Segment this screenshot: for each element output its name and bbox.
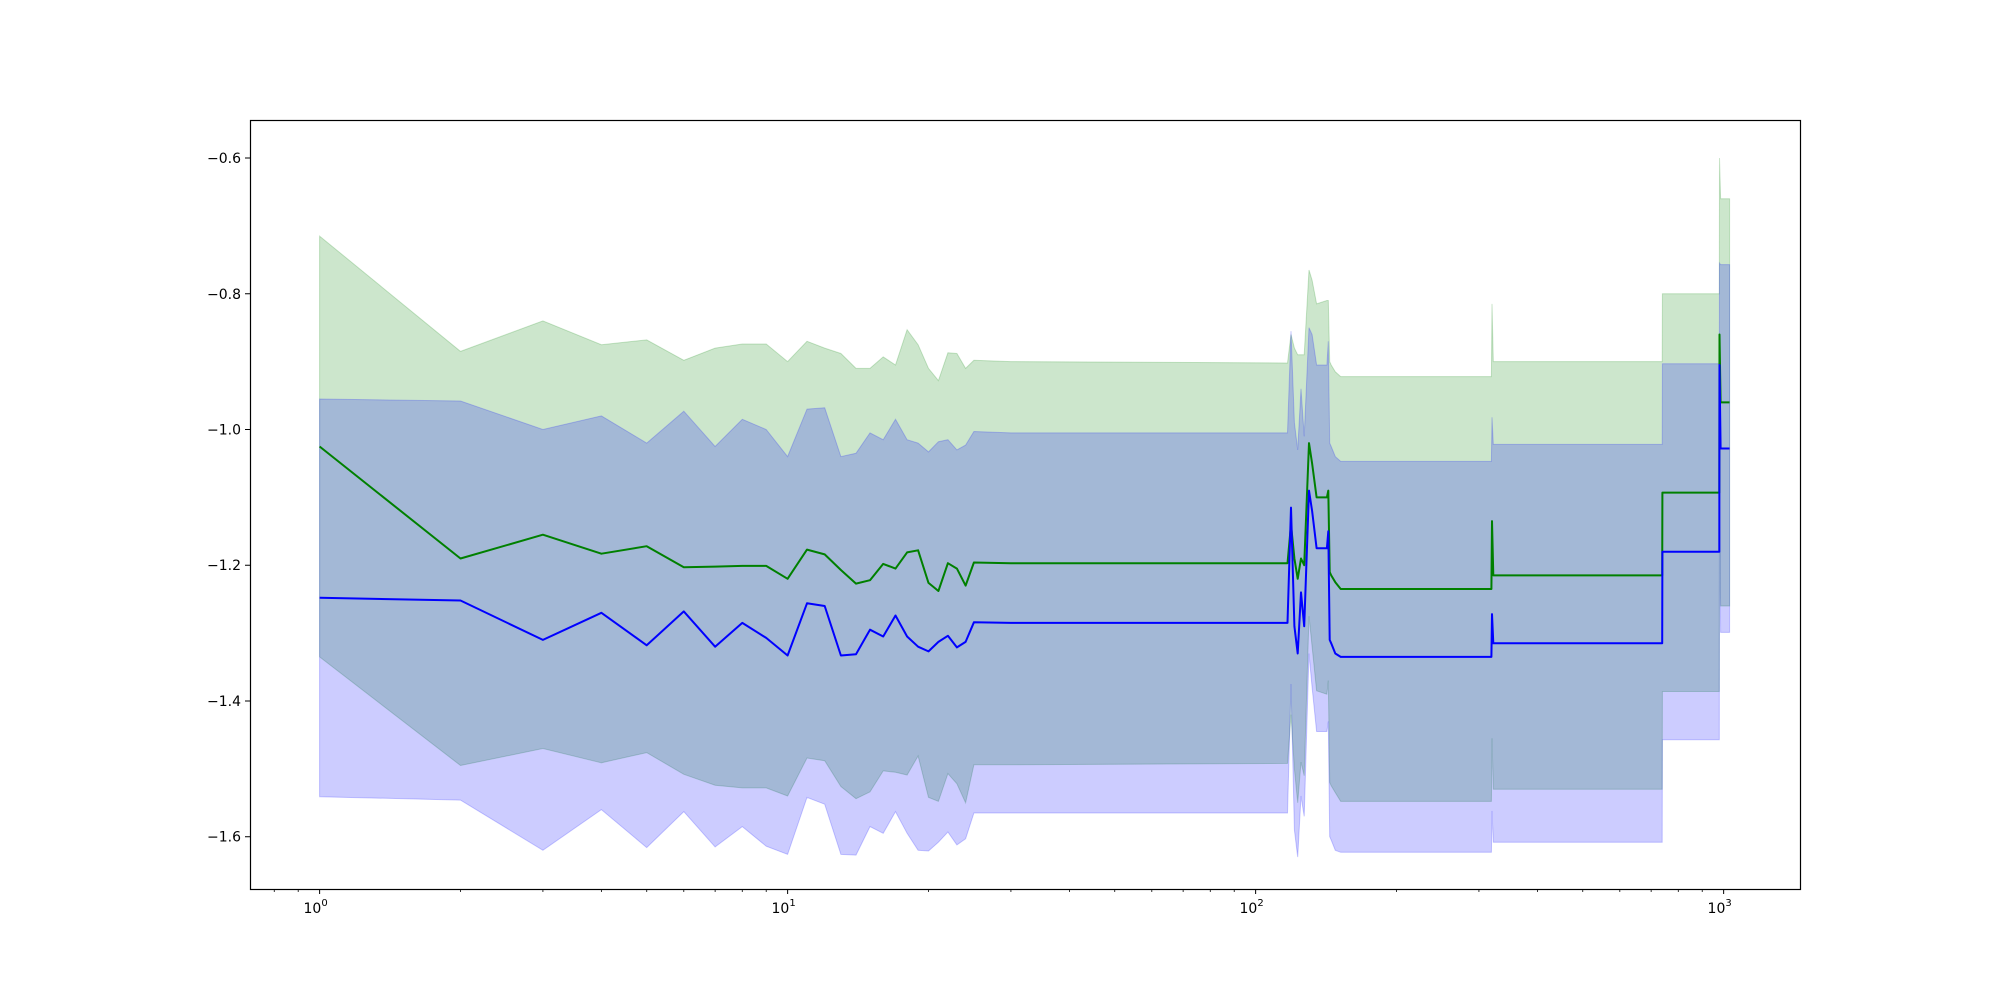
y-tick-label: −0.8 (207, 287, 241, 303)
y-tick-label: −1.0 (207, 423, 241, 439)
y-tick-label: −0.6 (207, 151, 241, 167)
blue-std-band (319, 261, 1731, 858)
y-tick-label: −1.6 (207, 830, 241, 846)
x-tick-label: 102 (1240, 898, 1264, 917)
green-std-band (319, 157, 1731, 805)
x-axis: 100 101 102 103 (273, 889, 1732, 917)
blue-mean-line (319, 364, 1730, 658)
axes-frame (249, 119, 1802, 891)
y-tick-label: −1.2 (207, 558, 241, 574)
x-tick-label: 101 (772, 898, 796, 917)
y-tick-label: −1.4 (207, 694, 241, 710)
x-tick-label: 100 (304, 898, 328, 917)
x-tick-label: 103 (1708, 898, 1732, 917)
lines (318, 333, 1730, 658)
y-axis: −1.6 −1.4 −1.2 −1.0 −0.8 −0.6 (207, 151, 250, 846)
green-mean-line (318, 333, 1730, 592)
bands (319, 157, 1731, 858)
